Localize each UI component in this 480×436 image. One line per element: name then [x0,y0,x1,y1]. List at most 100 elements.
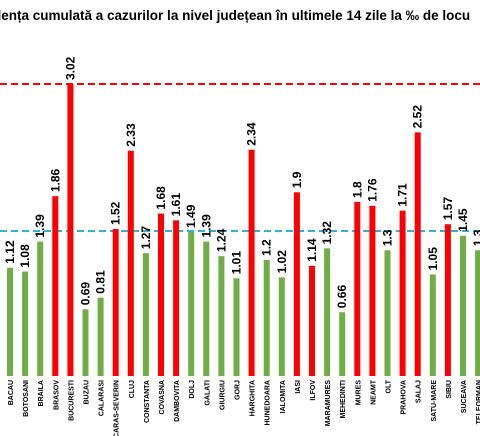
category-label-giurgiu: GIURGIU [219,380,226,410]
bar-neamt [369,205,376,376]
category-label-satu-mare: SATU-MARE [431,380,438,422]
bar-dambovita [173,220,180,376]
value-label-cluj: 2.33 [124,123,138,147]
category-label-mehedinti: MEHEDINTI [340,380,347,419]
value-label-bacau: 1.12 [3,240,17,264]
value-label-buzau: 0.69 [79,282,93,306]
value-label-hunedoara: 1.2 [260,239,274,256]
value-label-suceava: 1.45 [456,208,470,232]
category-label-dambovita: DAMBOVITA [174,380,181,422]
value-label-ilfov: 1.14 [305,238,319,262]
category-label-harghita: HARGHITA [250,380,257,416]
category-label-calarasi: CALARASI [99,380,106,416]
bar-ilfov [309,265,315,376]
bar-gorj [233,278,240,376]
category-label-sibiu: SIBIU [446,380,453,399]
bar-bacau [7,267,13,376]
bar-giurgiu [218,256,225,376]
category-label-gorj: GORJ [235,380,242,400]
bar-bucuresti [67,84,74,376]
value-label-covasna: 1.68 [154,186,168,210]
value-label-satu-mare: 1.05 [426,247,440,271]
value-label-iasi: 1.9 [290,171,304,188]
value-label-sibiu: 1.57 [441,197,455,221]
bar-botosani [22,271,29,376]
value-label-prahova: 1.71 [396,183,410,207]
bar-galati [203,241,210,376]
bar-prahova [399,210,406,376]
category-label-buzau: BUZAU [84,380,91,405]
value-label-mures: 1.8 [350,181,364,198]
category-label-prahova: PRAHOVA [401,380,408,414]
value-label-gorj: 1.01 [230,251,244,275]
category-label-neamt: NEAMT [370,379,377,405]
category-label-mures: MURES [355,380,362,406]
category-label-suceava: SUCEAVA [461,380,468,413]
value-label-bucuresti: 3.02 [63,56,77,80]
bar-harghita [248,149,255,376]
value-label-olt: 1.3 [381,229,395,246]
bar-hunedoara [263,259,270,376]
category-label-bacau: BACAU [8,380,15,405]
bar-salaj [414,132,421,376]
value-label-mehedinti: 0.66 [335,285,349,309]
bar-braila [37,241,44,376]
value-label-galati: 1.39 [199,214,213,238]
value-label-harghita: 2.34 [245,122,259,146]
bar-buzau [82,309,89,376]
value-label-brasov: 1.86 [48,168,62,192]
bar-iasi [293,192,300,376]
category-label-iasi: IASI [295,380,302,394]
bar-caras-severin [112,229,119,376]
bar-cluj [127,150,134,376]
value-label-caras-severin: 1.52 [109,201,123,225]
category-label-olt: OLT [386,379,393,393]
bar-teleorman [475,250,480,376]
bar-mehedinti [339,312,346,376]
category-label-ialomita: IALOMITA [280,380,287,413]
category-label-maramures: MARAMURES [325,380,332,427]
category-label-covasna: COVASNA [159,380,166,414]
value-label-calarasi: 0.81 [94,270,108,294]
bar-calarasi [97,297,104,376]
category-label-galati: GALATI [204,380,211,406]
bar-maramures [324,248,331,376]
category-label-bucuresti: BUCURESTI [68,380,75,421]
category-label-brasov: BRASOV [53,380,60,410]
category-label-caras-severin: CARAS-SEVERIN [114,380,121,436]
category-label-cluj: CLUJ [129,380,136,398]
bar-dolj [188,231,195,376]
value-label-dolj: 1.49 [184,204,198,228]
value-label-giurgiu: 1.24 [214,228,228,252]
bar-sibiu [444,224,451,376]
value-label-neamt: 1.76 [365,178,379,202]
value-label-salaj: 2.52 [411,105,425,129]
bar-olt [384,250,391,376]
bar-brasov [52,196,59,376]
category-label-dolj: DOLJ [189,380,196,399]
category-labels: BACAU BOTOSANI BRAILA BRASOV BUCURESTI BUZAU C… [8,379,480,436]
bar-covasna [158,213,164,376]
value-label-braila: 1.39 [33,214,47,238]
bar-mures [354,201,361,376]
bar-constanta [142,253,149,376]
category-label-constanta: CONSTANTA [144,380,151,423]
bar-satu-mare [429,274,436,376]
chart-title: alența cumulată a cazurilor la nivel jud… [0,8,470,23]
value-label-dambovita: 1.61 [169,193,183,217]
category-label-braila: BRAILA [38,380,45,406]
bar-suceava [460,235,466,376]
category-label-hunedoara: HUNEDOARA [265,380,272,426]
category-label-teleorman: TELEORMAN [476,380,480,424]
value-labels: 1.12 1.081.391.863.020.69 0.811.522.331.27… [3,56,480,308]
value-label-teleorman: 1.3 [471,229,480,246]
category-label-botosani: BOTOSANI [23,380,30,417]
value-label-maramures: 1.32 [320,221,334,245]
value-label-ialomita: 1.02 [275,250,289,274]
category-label-salaj: SALAJ [416,380,423,403]
category-label-ilfov: ILFOV [310,380,317,401]
value-label-constanta: 1.27 [139,226,153,250]
value-label-botosani: 1.08 [18,244,32,268]
bars [7,84,480,376]
